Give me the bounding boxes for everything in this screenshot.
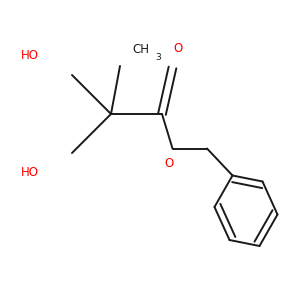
Text: O: O <box>165 157 174 170</box>
Text: 3: 3 <box>155 53 161 62</box>
Text: CH: CH <box>132 43 149 56</box>
Text: O: O <box>174 41 183 55</box>
Text: HO: HO <box>21 166 39 179</box>
Text: HO: HO <box>21 49 39 62</box>
